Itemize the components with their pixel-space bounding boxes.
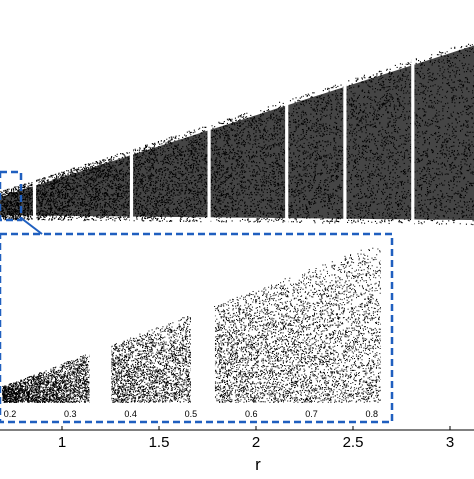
inset-tick-label-6: 0.8 xyxy=(366,409,379,419)
main-tick-label-3: 2.5 xyxy=(343,434,364,451)
main-window-1 xyxy=(130,148,133,223)
main-tick-label-2: 2 xyxy=(252,434,260,451)
main-window-3 xyxy=(285,98,288,224)
inset-tick-label-4: 0.6 xyxy=(245,409,258,419)
zoom-connector-line xyxy=(21,218,42,234)
inset-tick-label-1: 0.3 xyxy=(64,409,77,419)
inset-tick-label-3: 0.5 xyxy=(185,409,198,419)
inset-tick-label-0: 0.2 xyxy=(4,409,17,419)
inset-tick-label-5: 0.7 xyxy=(305,409,318,419)
main-window-5 xyxy=(411,58,414,226)
inset-window-1 xyxy=(191,307,215,404)
main-window-0 xyxy=(33,179,36,222)
main-tick-label-0: 1 xyxy=(58,434,66,451)
inset-window-2 xyxy=(381,238,399,404)
inset-tick-label-2: 0.4 xyxy=(124,409,137,419)
x-axis-label: r xyxy=(255,455,261,474)
main-window-2 xyxy=(208,123,211,224)
main-tick-label-1: 1.5 xyxy=(149,434,170,451)
main-tick-label-4: 3 xyxy=(446,434,454,451)
main-window-4 xyxy=(343,79,346,224)
inset-window-0 xyxy=(89,346,111,404)
main-scatter-points xyxy=(0,44,474,225)
